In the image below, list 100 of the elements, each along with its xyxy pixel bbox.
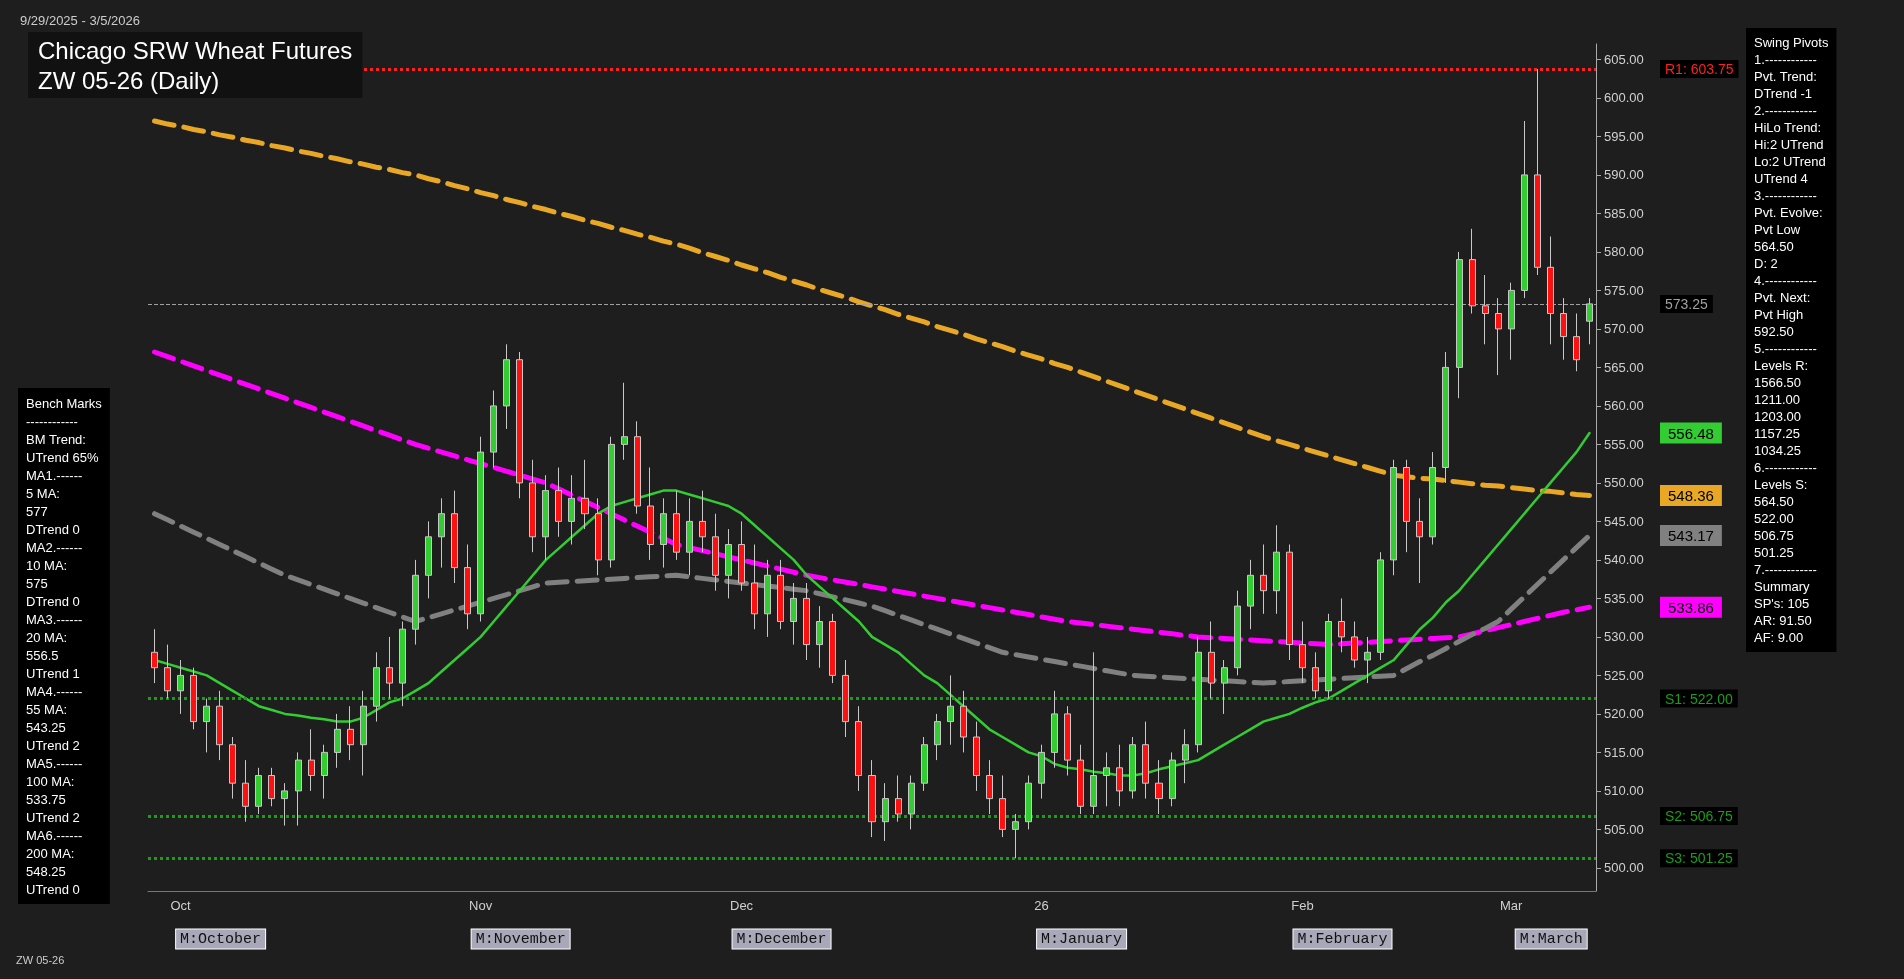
x-tick-label: Oct: [170, 898, 192, 913]
candlestick: [490, 390, 497, 468]
candlestick: [581, 459, 589, 530]
text: M:December: [736, 930, 827, 948]
candlestick: [1456, 251, 1463, 399]
candlestick: [908, 775, 915, 830]
text: M:March: [1519, 930, 1583, 948]
candlestick: [934, 713, 941, 761]
candlestick: [373, 651, 380, 723]
y-tick-label: 530.00: [1604, 629, 1644, 645]
candlestick: [190, 667, 197, 730]
candlestick: [1469, 228, 1476, 314]
candlestick: [438, 497, 445, 569]
y-tick-label: 545.00: [1604, 513, 1644, 529]
candlestick: [960, 690, 967, 753]
candlestick: [1364, 636, 1371, 684]
y-tick-label: 570.00: [1604, 321, 1644, 337]
candlestick: [255, 767, 262, 815]
text: ZW 05-26 (Daily): [38, 66, 220, 94]
candlestick: [947, 674, 954, 746]
candlestick: [790, 582, 797, 646]
candlestick: [1534, 68, 1541, 276]
chart-title: Chicago SRW Wheat Futures: [38, 36, 353, 64]
candlestick: [503, 343, 510, 430]
candlestick: [542, 474, 549, 561]
y-tick-label: 595.00: [1604, 128, 1644, 144]
candlestick: [268, 767, 275, 807]
candlestick: [1012, 813, 1019, 859]
ref-line-label: S3: 501.25: [1665, 850, 1733, 867]
y-tick-label: 580.00: [1604, 244, 1644, 260]
candlestick: [868, 759, 876, 838]
x-tick-label: Nov: [469, 898, 493, 913]
x-tick-label: Dec: [729, 898, 754, 913]
candlestick: [1142, 721, 1149, 800]
candlestick: [986, 759, 993, 815]
candlestick: [308, 728, 315, 792]
candlestick: [608, 436, 615, 569]
text: 556.48: [1668, 424, 1714, 442]
candlestick: [516, 351, 523, 499]
candlestick: [1495, 297, 1502, 376]
candlestick: [1560, 297, 1567, 361]
candlestick: [1325, 613, 1332, 699]
candlestick: [1273, 524, 1280, 615]
candlestick: [842, 659, 849, 738]
candlestick: [1338, 597, 1345, 653]
candlestick: [1077, 744, 1084, 815]
candlestick: [751, 544, 758, 630]
candlestick: [829, 613, 836, 684]
candlestick: [699, 490, 706, 553]
candlestick: [1051, 690, 1058, 769]
candlestick: [1547, 236, 1554, 345]
candlestick: [686, 497, 693, 576]
candlestick: [1260, 544, 1267, 615]
text: M:October: [180, 930, 262, 948]
y-tick-label: 575.00: [1604, 282, 1644, 298]
candlestick: [1208, 621, 1215, 699]
candlestick: [177, 659, 184, 715]
candlestick: [412, 559, 419, 646]
candlestick: [634, 420, 641, 515]
text: 9/29/2025 - 3/5/2026: [20, 13, 140, 28]
ref-line-label: R1: 603.75: [1665, 61, 1734, 78]
candlestick: [1586, 297, 1593, 345]
candlestick: [334, 713, 341, 769]
y-tick-label: 560.00: [1604, 398, 1644, 414]
candlestick: [1508, 282, 1515, 361]
candlestick: [660, 497, 667, 569]
candlestick: [464, 544, 471, 630]
candlestick: [1390, 459, 1397, 576]
y-tick-label: 510.00: [1604, 783, 1644, 799]
candlestick: [647, 467, 654, 561]
text: 548.36: [1668, 487, 1714, 505]
x-tick-label: Mar: [1500, 898, 1524, 913]
candlestick: [816, 605, 823, 669]
ref-line-label: S2: 506.75: [1665, 807, 1733, 824]
y-tick-label: 520.00: [1604, 706, 1644, 722]
text: M:February: [1297, 930, 1388, 948]
candlestick: [1234, 590, 1241, 676]
candlestick: [425, 520, 432, 599]
candlestick: [1442, 351, 1449, 484]
candlestick: [1521, 120, 1528, 299]
candlestick: [1312, 651, 1319, 699]
candlestick: [1377, 551, 1384, 661]
candlestick: [1025, 775, 1032, 830]
candlestick: [725, 528, 732, 599]
text: 533.86: [1668, 598, 1714, 616]
x-tick-label: 26: [1034, 898, 1049, 913]
candlestick: [1286, 544, 1293, 661]
candlestick: [242, 759, 249, 823]
y-tick-label: 585.00: [1604, 205, 1644, 221]
y-tick-label: 590.00: [1604, 167, 1644, 183]
candlestick: [764, 559, 771, 638]
y-tick-label: 500.00: [1604, 860, 1644, 876]
candlestick: [1116, 744, 1123, 807]
candlestick: [229, 736, 236, 800]
candlestick: [712, 513, 719, 592]
candlestick: [164, 644, 171, 699]
candlestick: [855, 705, 862, 792]
candlestick: [555, 467, 562, 538]
candlestick: [347, 705, 354, 761]
y-tick-label: 555.00: [1604, 436, 1644, 452]
